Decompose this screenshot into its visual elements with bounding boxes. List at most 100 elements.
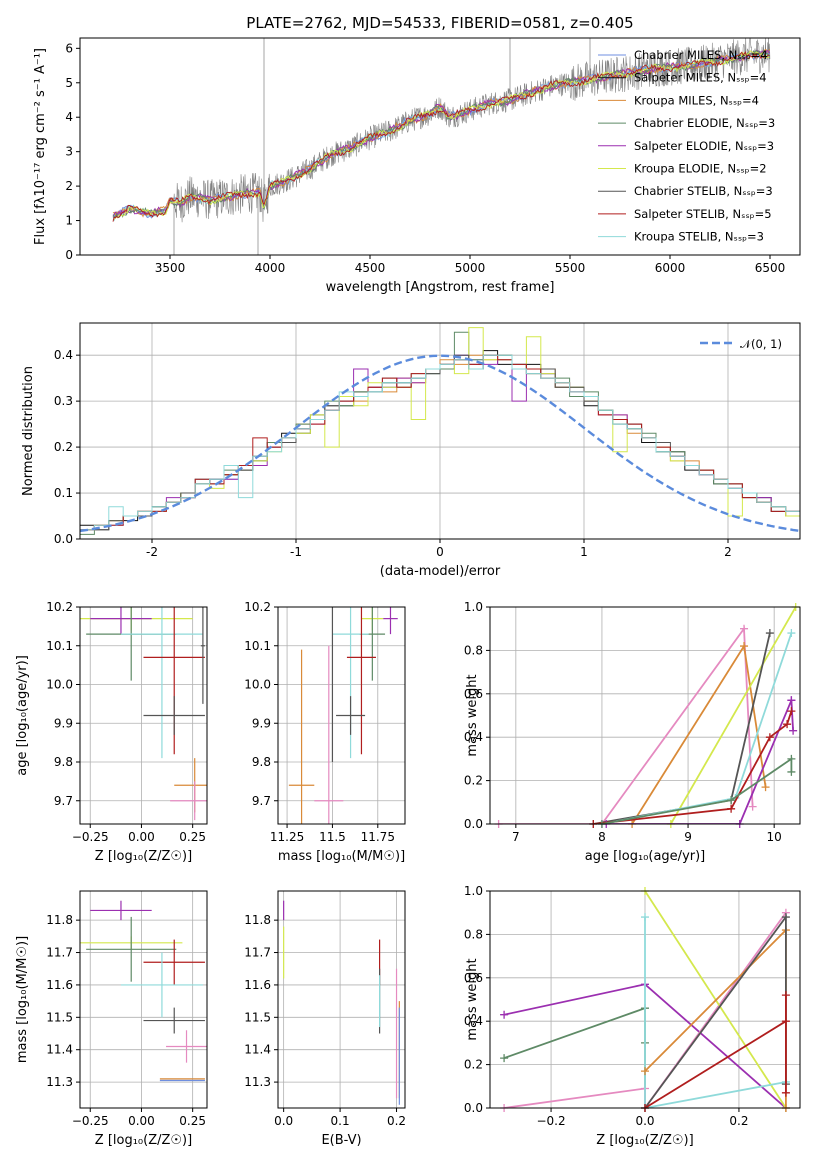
y-tick-label: 0.4 (464, 730, 483, 744)
y-tick-label: 0.2 (54, 440, 73, 454)
y-tick-label: 1.0 (464, 884, 483, 898)
mass-weight-line (503, 1006, 646, 1108)
y-tick-label: 9.7 (252, 794, 271, 808)
y-tick-label: 0.2 (464, 1058, 483, 1072)
mass_vs_ebv-frame (277, 890, 406, 1109)
y-tick-label: 11.5 (244, 1010, 271, 1024)
point-marker (787, 707, 796, 716)
point-marker (500, 1054, 509, 1063)
point-marker (781, 1088, 790, 1097)
y-tick-label: 0.2 (464, 774, 483, 788)
point-marker (727, 796, 736, 805)
y-tick-label: 9.8 (252, 755, 271, 769)
legend-label: Chabrier MILES, Nₛₛₚ=4 (634, 48, 768, 62)
y-tick-label: 0.4 (54, 348, 73, 362)
model-line-kroupa_elodie (112, 50, 770, 221)
point-marker (783, 720, 792, 729)
x-tick-label: 8 (598, 830, 606, 844)
x-tick-label: 4000 (255, 261, 286, 275)
x-axis-label: E(B-V) (321, 1133, 361, 1148)
legend-label: Chabrier ELODIE, Nₛₛₚ=3 (634, 116, 775, 130)
x-tick-label: 0 (436, 545, 444, 559)
y-tick-label: 11.4 (244, 1043, 271, 1057)
y-tick-label: 11.8 (46, 913, 73, 927)
x-tick-label: 0.00 (128, 1114, 155, 1128)
legend-label: Salpeter ELODIE, Nₛₛₚ=3 (634, 139, 774, 153)
x-tick-label: 6000 (655, 261, 686, 275)
point-marker (641, 1067, 649, 1076)
x-tick-label: 0.25 (179, 1114, 206, 1128)
x-tick-label: 5000 (455, 261, 486, 275)
histogram-kroupa_stelib (80, 354, 800, 531)
legend-label: 𝒩(0, 1) (740, 337, 782, 351)
y-tick-label: 10.0 (244, 678, 271, 692)
x-tick-label: 0.25 (179, 830, 206, 844)
age_vs_Z-frame (79, 606, 208, 825)
y-axis-label: Normed distribution (21, 366, 36, 496)
x-axis-label: mass [log₁₀(M/M☉)] (278, 849, 405, 864)
y-tick-label: 10.1 (46, 639, 73, 653)
y-tick-label: 0.0 (464, 1101, 483, 1115)
point-marker (787, 754, 796, 763)
mass-weight-line (790, 700, 794, 731)
y-tick-label: 11.8 (244, 913, 271, 927)
x-tick-label: 4500 (355, 261, 386, 275)
age_vs_mass-frame (277, 606, 406, 825)
legend-label: Kroupa STELIB, Nₛₛₚ=3 (634, 230, 764, 244)
x-axis-label: Z [log₁₀(Z/Z☉)] (596, 1133, 693, 1148)
residuals-frame (79, 322, 801, 540)
y-tick-label: 0.0 (54, 532, 73, 546)
y-tick-label: 0.1 (54, 486, 73, 500)
y-tick-label: 11.4 (46, 1043, 73, 1057)
y-tick-label: 6 (65, 41, 73, 55)
x-tick-label: 0.0 (274, 1114, 293, 1128)
y-tick-label: 9.8 (54, 755, 73, 769)
y-axis-label: mass weight (465, 674, 480, 756)
x-tick-label: 5500 (555, 261, 586, 275)
x-tick-label: 0.0 (635, 1114, 654, 1128)
point-marker (727, 804, 736, 813)
legend-label: Kroupa MILES, Nₛₛₚ=4 (634, 93, 759, 107)
y-tick-label: 10.2 (244, 600, 271, 614)
point-marker (761, 783, 770, 792)
x-tick-label: 11.75 (361, 830, 395, 844)
y-tick-label: 0.4 (464, 1014, 483, 1028)
mass-weight-line (644, 914, 787, 1108)
legend-label: Salpeter STELIB, Nₛₛₚ=5 (634, 207, 772, 221)
y-axis-label: age [log₁₀(age/yr)] (15, 655, 30, 776)
x-tick-label: 11.25 (270, 830, 304, 844)
x-tick-label: −0.2 (536, 1114, 565, 1128)
point-marker (500, 1010, 509, 1019)
residuals-axes (76, 323, 800, 543)
y-tick-label: 11.6 (46, 978, 73, 992)
x-tick-label: 2 (724, 545, 732, 559)
y-tick-label: 11.7 (46, 946, 73, 960)
figure-title: PLATE=2762, MJD=54533, FIBERID=0581, z=0… (246, 14, 633, 32)
spectrum-axes (76, 47, 771, 259)
x-tick-label: 9 (684, 830, 692, 844)
mass_vs_Z-frame (79, 890, 208, 1109)
y-tick-label: 0.8 (464, 643, 483, 657)
model-line-kroupa_miles (112, 48, 770, 218)
y-tick-label: 11.3 (46, 1075, 73, 1089)
mass-weight-line (644, 917, 787, 1108)
mass-weight-line (606, 699, 793, 824)
point-marker (781, 913, 790, 922)
x-tick-label: 10 (767, 830, 782, 844)
x-tick-label: 1 (580, 545, 588, 559)
point-marker (781, 991, 790, 1000)
x-tick-label: −0.25 (72, 1114, 109, 1128)
y-tick-label: 11.3 (244, 1075, 271, 1089)
x-tick-label: 0.2 (729, 1114, 748, 1128)
mass-weight-line (644, 927, 787, 1108)
point-marker (740, 624, 749, 633)
normal-curve (79, 354, 801, 533)
legend-label: Kroupa ELODIE, Nₛₛₚ=2 (634, 162, 767, 176)
x-tick-label: 3500 (155, 261, 186, 275)
x-axis-label: (data-model)/error (380, 564, 501, 579)
point-marker (641, 913, 649, 922)
y-axis-label: mass weight (465, 958, 480, 1040)
y-tick-label: 5 (65, 76, 73, 90)
mass-weight-line (601, 757, 793, 824)
y-tick-label: 11.6 (244, 978, 271, 992)
